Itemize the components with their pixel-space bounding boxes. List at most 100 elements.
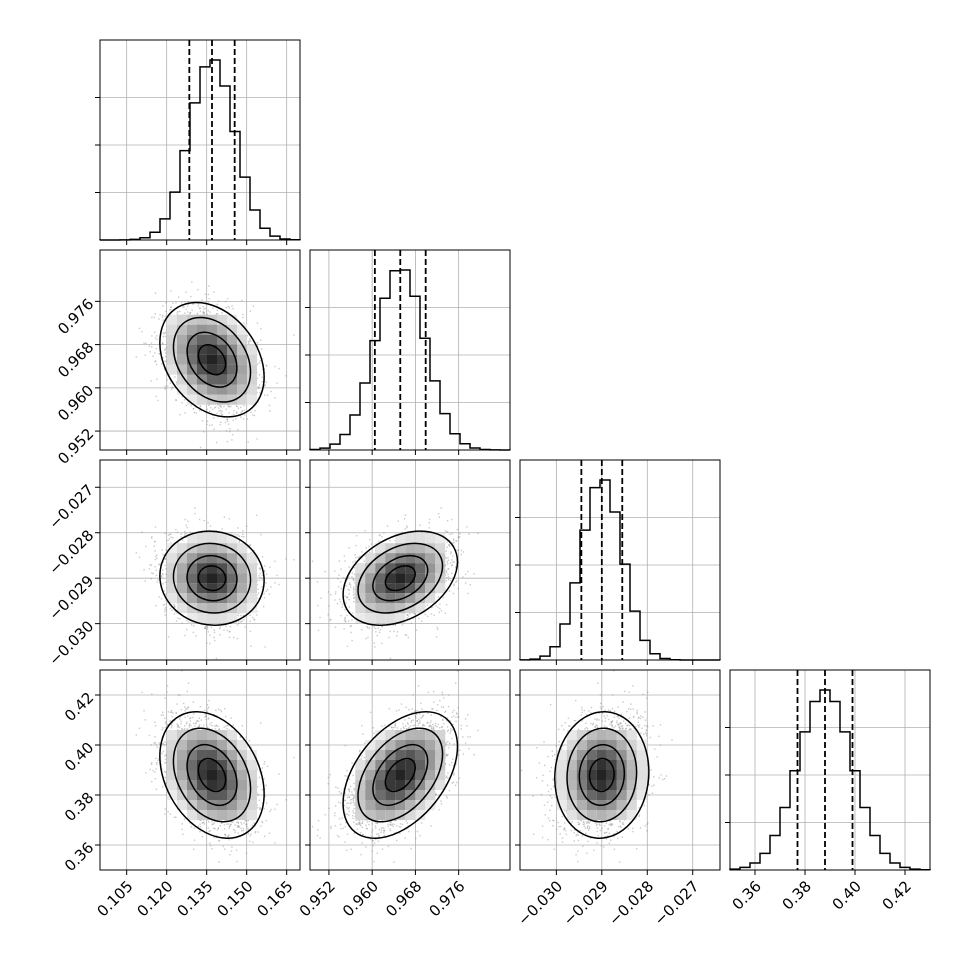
density-cell — [207, 374, 217, 385]
sample-point — [180, 533, 183, 535]
sample-point — [214, 406, 217, 408]
sample-point — [259, 339, 262, 341]
sample-point — [164, 349, 166, 352]
sample-point — [190, 404, 192, 407]
sample-point — [198, 303, 200, 305]
sample-point — [213, 636, 215, 639]
sample-point — [258, 387, 260, 389]
sample-point — [172, 536, 174, 539]
sample-point — [233, 410, 235, 412]
sample-point — [151, 537, 153, 539]
sample-point — [155, 574, 158, 577]
sample-point — [156, 338, 158, 341]
sample-point — [154, 540, 156, 543]
sample-point — [256, 363, 259, 366]
sample-point — [181, 301, 183, 304]
sample-point — [179, 310, 181, 313]
sample-point — [257, 387, 259, 389]
sample-point — [229, 428, 231, 430]
sample-point — [261, 574, 264, 576]
sample-point — [293, 559, 295, 561]
sample-point — [173, 606, 176, 609]
sample-point — [151, 572, 153, 574]
sample-point — [206, 313, 208, 316]
contour-line — [159, 301, 265, 418]
sample-point — [148, 568, 151, 570]
sample-point — [187, 303, 190, 305]
sample-point — [202, 313, 205, 315]
sample-point — [164, 606, 167, 609]
sample-point — [256, 594, 258, 596]
density-cell — [227, 354, 237, 365]
sample-point — [248, 342, 250, 345]
sample-point — [154, 337, 157, 339]
density-cell — [217, 384, 227, 395]
sample-point — [217, 416, 219, 418]
sample-point — [169, 607, 171, 610]
sample-point — [159, 563, 161, 565]
sample-point — [253, 414, 256, 417]
sample-point — [165, 573, 167, 576]
sample-point — [225, 625, 227, 628]
sample-point — [162, 604, 165, 606]
sample-point — [223, 516, 226, 518]
sample-point — [215, 657, 218, 660]
sample-point — [193, 303, 195, 305]
sample-point — [162, 554, 164, 556]
density-cell — [177, 364, 187, 375]
sample-point — [160, 575, 162, 577]
sample-point — [165, 302, 167, 304]
sample-point — [219, 405, 221, 407]
sample-point — [161, 316, 163, 318]
sample-point — [223, 405, 225, 408]
sample-point — [247, 546, 249, 549]
sample-point — [249, 630, 252, 633]
density-cell — [227, 374, 237, 385]
sample-point — [164, 558, 166, 560]
sample-point — [248, 341, 250, 343]
sample-point — [243, 619, 245, 621]
sample-point — [259, 567, 262, 570]
histogram-panel-0 — [95, 39, 301, 245]
contour-line — [186, 331, 238, 388]
sample-point — [144, 354, 146, 356]
sample-point — [236, 405, 238, 407]
sample-point — [241, 299, 243, 302]
sample-point — [241, 620, 243, 622]
sample-point — [150, 342, 153, 344]
sample-point — [162, 305, 164, 307]
sample-point — [236, 411, 238, 413]
sample-point — [224, 421, 227, 424]
sample-point — [207, 309, 209, 312]
sample-point — [164, 315, 166, 317]
sample-point — [209, 311, 211, 313]
contour-line — [172, 316, 252, 403]
sample-point — [209, 532, 211, 534]
sample-point — [167, 539, 169, 542]
sample-point — [151, 335, 153, 337]
sample-point — [257, 588, 259, 591]
sample-point — [242, 316, 244, 319]
sample-point — [263, 565, 266, 567]
sample-point — [143, 342, 145, 344]
sample-point — [256, 614, 258, 616]
sample-point — [258, 579, 261, 581]
sample-point — [261, 358, 264, 360]
sample-point — [221, 410, 223, 413]
sample-point — [154, 360, 156, 363]
sample-point — [242, 313, 244, 316]
sample-point — [175, 381, 178, 383]
sample-point — [166, 550, 168, 552]
sample-point — [216, 309, 219, 312]
sample-point — [154, 352, 156, 354]
sample-point — [264, 384, 266, 386]
sample-point — [170, 290, 172, 292]
sample-point — [183, 306, 185, 308]
sample-point — [161, 314, 164, 316]
sample-point — [175, 528, 177, 531]
density-cell — [187, 354, 197, 365]
sample-point — [232, 419, 234, 422]
sample-point — [206, 408, 208, 411]
sample-point — [258, 362, 261, 364]
sample-point — [155, 395, 157, 398]
